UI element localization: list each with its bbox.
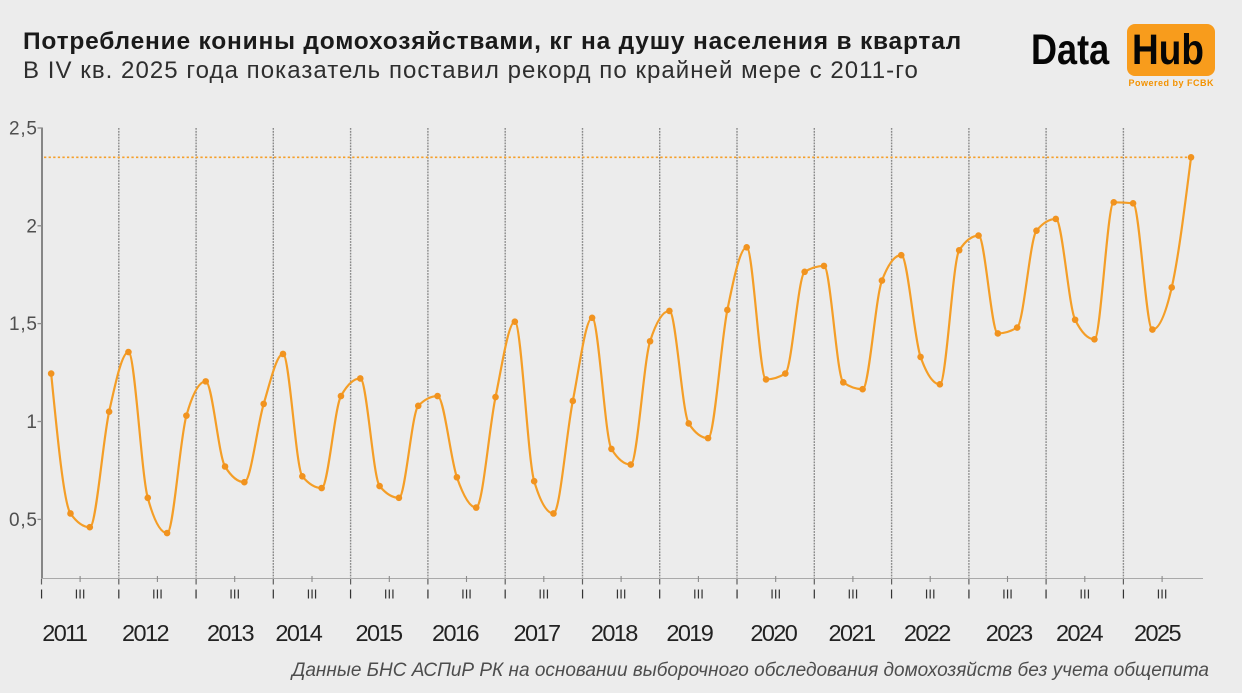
svg-text:2021: 2021	[829, 620, 875, 646]
svg-text:III: III	[693, 587, 704, 602]
svg-text:III: III	[384, 587, 395, 602]
svg-text:1: 1	[26, 412, 37, 433]
svg-text:2,5: 2,5	[9, 119, 38, 140]
svg-text:I: I	[581, 587, 585, 602]
svg-text:2016: 2016	[432, 620, 479, 646]
svg-text:2023: 2023	[986, 620, 1033, 646]
svg-text:2024: 2024	[1056, 620, 1103, 646]
svg-text:I: I	[194, 587, 198, 602]
svg-text:I: I	[503, 587, 507, 602]
svg-text:2019: 2019	[666, 620, 712, 646]
svg-text:I: I	[658, 587, 662, 602]
svg-text:III: III	[1079, 587, 1090, 602]
svg-text:III: III	[925, 587, 936, 602]
svg-text:2012: 2012	[122, 620, 168, 646]
svg-text:I: I	[426, 587, 430, 602]
svg-text:I: I	[812, 587, 816, 602]
svg-text:I: I	[890, 587, 894, 602]
svg-text:III: III	[847, 587, 858, 602]
svg-text:2022: 2022	[904, 620, 950, 646]
svg-text:2025: 2025	[1134, 620, 1181, 646]
svg-text:0,5: 0,5	[9, 510, 38, 531]
svg-text:2015: 2015	[356, 620, 403, 646]
svg-text:I: I	[1044, 587, 1048, 602]
svg-text:I: I	[349, 587, 353, 602]
svg-text:I: I	[967, 587, 971, 602]
svg-text:III: III	[616, 587, 627, 602]
svg-text:III: III	[461, 587, 472, 602]
svg-text:2: 2	[26, 216, 37, 237]
svg-text:I: I	[271, 587, 275, 602]
svg-text:2011: 2011	[42, 620, 87, 646]
svg-text:2013: 2013	[207, 620, 254, 646]
svg-text:III: III	[1157, 587, 1168, 602]
svg-text:III: III	[770, 587, 781, 602]
svg-text:2014: 2014	[275, 620, 322, 646]
svg-text:I: I	[735, 587, 739, 602]
svg-text:1,5: 1,5	[9, 314, 38, 335]
svg-text:III: III	[75, 587, 86, 602]
svg-text:III: III	[538, 587, 549, 602]
svg-text:2018: 2018	[591, 620, 638, 646]
svg-text:I: I	[40, 587, 44, 602]
svg-text:III: III	[307, 587, 318, 602]
svg-text:2017: 2017	[514, 620, 560, 646]
svg-text:I: I	[117, 587, 121, 602]
svg-text:2020: 2020	[750, 620, 797, 646]
svg-text:I: I	[1122, 587, 1126, 602]
svg-text:III: III	[229, 587, 240, 602]
svg-text:III: III	[1002, 587, 1013, 602]
svg-text:III: III	[152, 587, 163, 602]
